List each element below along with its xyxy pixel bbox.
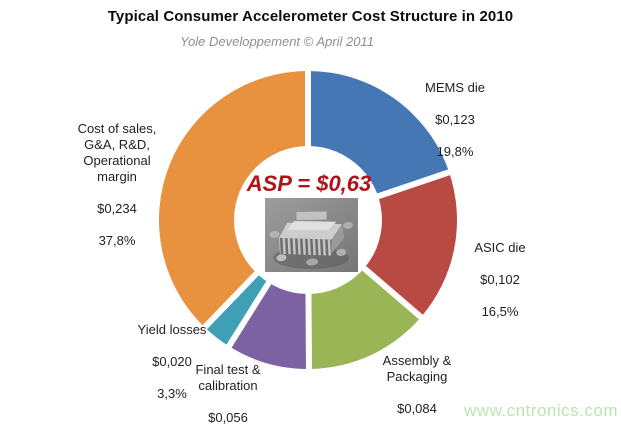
chip-body	[269, 211, 353, 266]
segment-value: $0,020	[152, 354, 192, 369]
segment-label-assembly-packaging: Assembly & Packaging $0,084 13,6%	[347, 337, 487, 426]
segment-percent: 37,8%	[98, 233, 136, 248]
segment-name: Final test & calibration	[195, 362, 261, 393]
segment-percent: 3,3%	[157, 386, 187, 401]
donut-segment-cost-of-sales	[158, 71, 308, 328]
segment-value: $0,123	[435, 112, 475, 127]
segment-name: ASIC die	[474, 240, 526, 255]
mems-chip-photo	[265, 198, 358, 272]
segment-name: Yield losses	[137, 322, 207, 337]
segment-value: $0,234	[97, 201, 137, 216]
segment-name: Assembly & Packaging	[382, 353, 452, 384]
segment-label-asic-die: ASIC die $0,102 16,5%	[430, 224, 570, 336]
segment-name: Cost of sales, G&A, R&D, Operational mar…	[77, 121, 157, 184]
segment-percent: 19,8%	[436, 144, 474, 159]
segment-label-mems-die: MEMS die $0,123 19,8%	[385, 64, 525, 176]
chart-title: Typical Consumer Accelerometer Cost Stru…	[107, 8, 514, 25]
segment-label-final-test-calibration: Final test & calibration $0,056 9,0%	[158, 346, 298, 426]
asp-center-label: ASP = $0,63	[246, 171, 372, 196]
segment-value: $0,056	[208, 410, 248, 425]
segment-name: MEMS die	[425, 80, 485, 95]
segment-value: $0,102	[480, 272, 520, 287]
chart-subtitle: Yole Developpement © April 2011	[180, 34, 374, 49]
segment-percent: 16,5%	[481, 304, 519, 319]
segment-value: $0,084	[397, 401, 437, 416]
segment-label-cost-of-sales: Cost of sales, G&A, R&D, Operational mar…	[47, 105, 187, 265]
segment-label-yield-losses: Yield losses $0,020 3,3%	[102, 306, 242, 418]
site-watermark: www.cntronics.com	[464, 401, 618, 420]
